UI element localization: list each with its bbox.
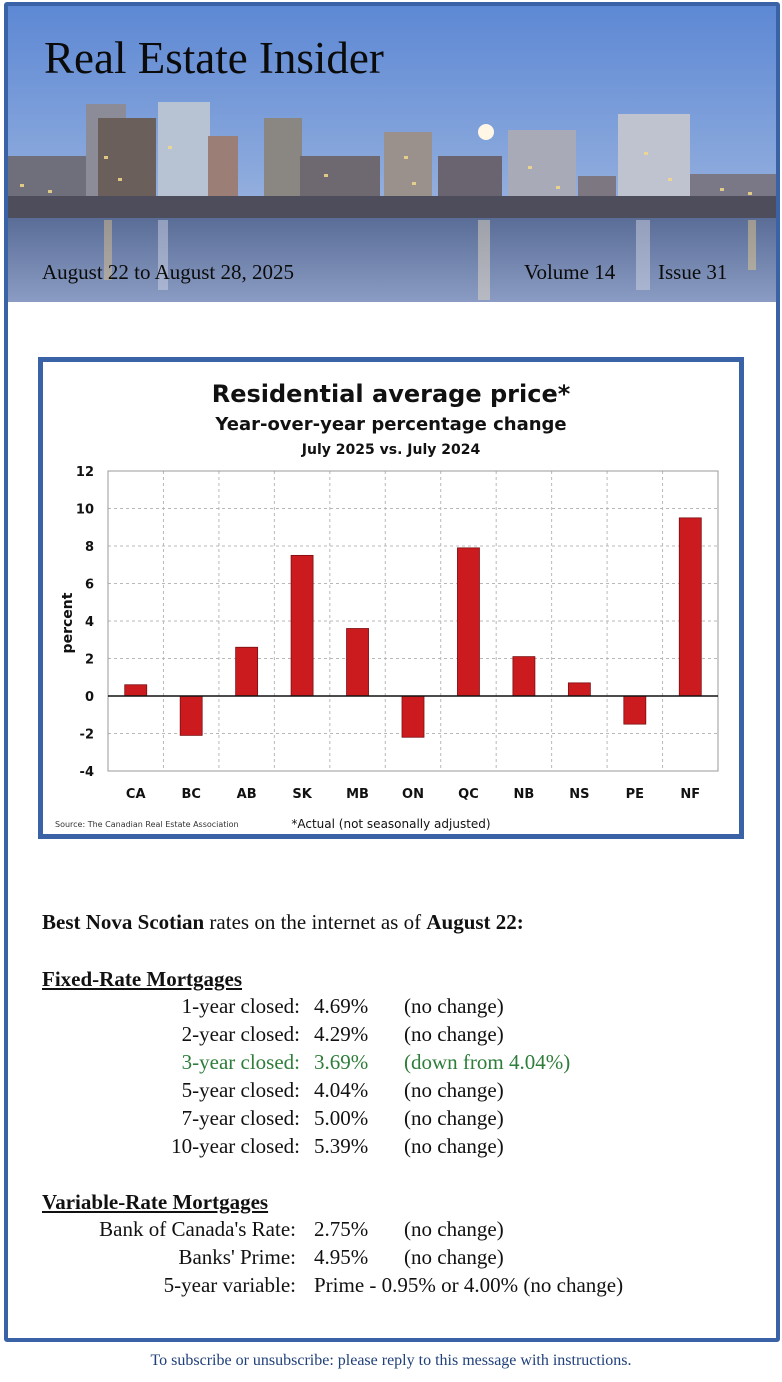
rate-value: Prime - 0.95% or 4.00% (no change) (314, 1273, 624, 1297)
bar-bc (179, 695, 203, 736)
variable-rate-row: 5-year variable: Prime - 0.95% or 4.00% (… (8, 1273, 776, 1301)
fixed-rate-row: 10-year closed: 5.39% (no change) (8, 1134, 776, 1162)
y-tick-label: -4 (80, 765, 94, 780)
x-tick-label: QC (458, 787, 479, 802)
y-tick-label: 12 (76, 465, 94, 480)
bar-ns (567, 682, 591, 697)
rate-value: 4.29% (314, 1022, 369, 1046)
chart-subtitle-period: July 2025 vs. July 2024 (301, 442, 481, 458)
y-tick-label: 4 (85, 615, 94, 630)
bar-nf (678, 517, 702, 697)
fixed-rate-heading: Fixed-Rate Mortgages (42, 967, 243, 991)
x-tick-label: PE (626, 787, 644, 802)
rate-term: 5-year closed: (181, 1078, 300, 1102)
rates-intro: Best Nova Scotian rates on the internet … (42, 910, 524, 935)
bar-pe (623, 695, 647, 725)
rate-change-note: (no change) (404, 1106, 504, 1130)
intro-text: rates on the internet as of (204, 910, 427, 934)
rate-value: 4.95% (314, 1245, 369, 1269)
residential-price-chart: Residential average price* Year-over-yea… (55, 380, 719, 831)
rate-value: 5.00% (314, 1106, 369, 1130)
x-tick-label: NB (514, 787, 535, 802)
x-tick-label: BC (181, 787, 200, 802)
rate-change-note: (no change) (404, 1245, 504, 1269)
rate-value: 3.69% (314, 1050, 369, 1074)
fixed-rate-row: 1-year closed: 4.69% (no change) (8, 994, 776, 1022)
y-tick-label: -2 (80, 728, 94, 743)
rate-term: 7-year closed: (181, 1106, 300, 1130)
y-tick-label: 0 (85, 690, 94, 705)
x-tick-label: NF (680, 787, 700, 802)
rate-term: Bank of Canada's Rate: (99, 1217, 296, 1241)
y-axis-label: percent (60, 592, 76, 653)
y-tick-label: 10 (76, 503, 94, 518)
rate-term: 2-year closed: (181, 1022, 300, 1046)
rate-term: 1-year closed: (181, 994, 300, 1018)
rate-term: 10-year closed: (171, 1134, 300, 1158)
y-tick-label: 8 (85, 540, 94, 555)
rate-change-note: (down from 4.04%) (404, 1050, 571, 1074)
header-banner: Real Estate Insider August 22 to August … (8, 6, 776, 302)
newsletter-title: Real Estate Insider (44, 33, 384, 83)
x-tick-label: SK (292, 787, 312, 802)
x-tick-label: AB (237, 787, 257, 802)
subscribe-footer: To subscribe or unsubscribe: please repl… (150, 1352, 632, 1369)
rate-change-note: (no change) (404, 1134, 504, 1158)
rate-change-note: (no change) (404, 1217, 504, 1241)
bar-on (401, 695, 425, 738)
variable-rate-row: Bank of Canada's Rate: 2.75% (no change) (8, 1217, 776, 1245)
chart-title: Residential average price* (212, 380, 571, 408)
x-tick-label: NS (569, 787, 589, 802)
rate-change-note: (no change) (404, 994, 504, 1018)
fixed-rate-row: 5-year closed: 4.04% (no change) (8, 1078, 776, 1106)
x-tick-label: CA (126, 787, 146, 802)
rate-change-note: (no change) (404, 1078, 504, 1102)
bar-ca (124, 684, 148, 697)
bar-ab (235, 646, 259, 697)
bar-mb (346, 628, 369, 697)
price-chart-box: Residential average price* Year-over-yea… (38, 357, 744, 839)
rate-term: 5-year variable: (163, 1273, 296, 1297)
volume-number: Volume 14 (524, 260, 616, 284)
rate-term: 3-year closed: (181, 1050, 300, 1074)
intro-bold-region: Best Nova Scotian (42, 910, 205, 934)
chart-subtitle: Year-over-year percentage change (214, 414, 566, 435)
bar-nb (512, 656, 536, 697)
rate-value: 5.39% (314, 1134, 369, 1158)
newsletter-frame: Real Estate Insider August 22 to August … (4, 2, 780, 1342)
intro-bold-date: August 22: (426, 910, 524, 934)
fixed-rate-row: 7-year closed: 5.00% (no change) (8, 1106, 776, 1134)
chart-footnote: *Actual (not seasonally adjusted) (291, 817, 490, 831)
x-tick-label: ON (402, 787, 424, 802)
date-range: August 22 to August 28, 2025 (42, 260, 295, 284)
city-skyline-image (8, 6, 776, 302)
rate-term: Banks' Prime: (178, 1245, 296, 1269)
rate-value: 2.75% (314, 1217, 369, 1241)
issue-number: Issue 31 (658, 260, 728, 284)
bar-sk (290, 554, 314, 697)
x-tick-label: MB (346, 787, 369, 802)
y-tick-label: 2 (85, 653, 94, 668)
bar-qc (457, 547, 480, 697)
rate-value: 4.04% (314, 1078, 369, 1102)
y-tick-label: 6 (85, 578, 94, 593)
fixed-rate-row: 3-year closed: 3.69% (down from 4.04%) (8, 1050, 776, 1078)
rate-change-note: (no change) (404, 1022, 504, 1046)
plot-area-border (107, 470, 719, 772)
variable-rate-heading: Variable-Rate Mortgages (42, 1190, 269, 1214)
fixed-rate-row: 2-year closed: 4.29% (no change) (8, 1022, 776, 1050)
rate-value: 4.69% (314, 994, 369, 1018)
chart-source: Source: The Canadian Real Estate Associa… (55, 820, 239, 829)
variable-rate-row: Banks' Prime: 4.95% (no change) (8, 1245, 776, 1273)
